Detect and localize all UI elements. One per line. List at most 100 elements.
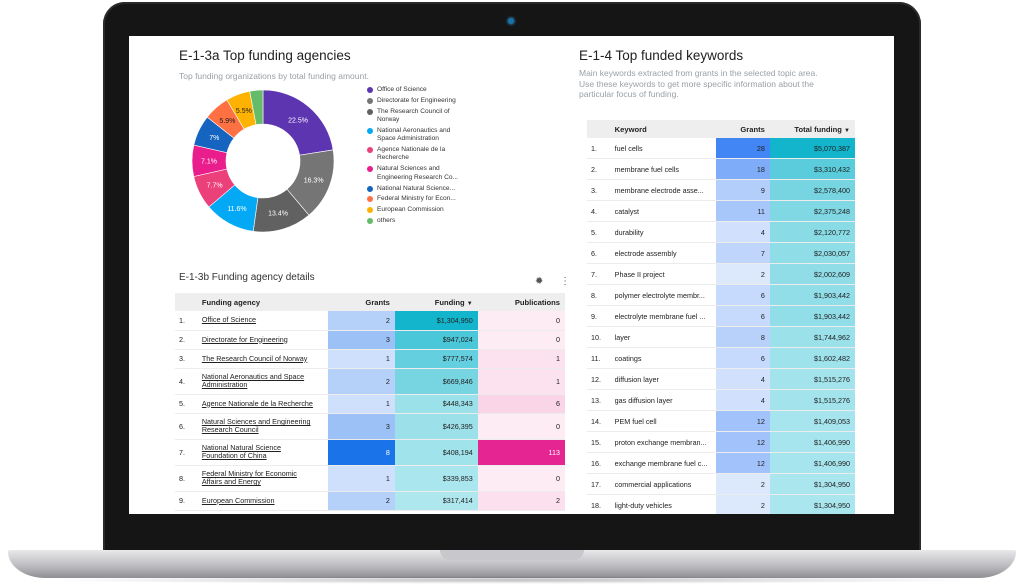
sort-desc-icon: ▼	[844, 127, 850, 134]
legend-item[interactable]: The Research Council of Norway	[367, 108, 477, 125]
agency-grants-cell: 3	[327, 413, 395, 440]
keyword-header-funding-label: Total funding	[794, 124, 842, 134]
legend-swatch	[367, 87, 373, 93]
keyword-grants-cell: 2	[716, 263, 770, 285]
keyword-funding-cell: $1,304,950	[769, 473, 855, 495]
keyword-row[interactable]: 11. coatings 6 $1,602,482	[587, 347, 855, 369]
agency-row[interactable]: 8. Federal Ministry for Economic Affairs a…	[175, 465, 565, 492]
keyword-row[interactable]: 8. polymer electrolyte membr... 6 $1,903,44…	[587, 284, 855, 306]
pie-slice-label: 16.3%	[304, 177, 324, 184]
keyword-row[interactable]: 9. electrolyte membrane fuel ... 6 $1,903,4…	[587, 305, 855, 327]
legend-item[interactable]: Directorate for Engineering	[367, 97, 477, 105]
pie-slice-label: 7.7%	[207, 183, 223, 190]
agency-funding-cell: $947,024	[394, 330, 478, 350]
pie-slice-label: 5.5%	[236, 108, 252, 115]
keyword-cell: coatings	[613, 347, 717, 369]
agency-header-name[interactable]: Funding agency	[200, 293, 328, 311]
agency-row[interactable]: 3. The Research Council of Norway 1 $777,57…	[175, 349, 565, 369]
agency-name-link[interactable]: European Commission	[200, 491, 328, 511]
agency-row[interactable]: 9. European Commission 2 $317,414 2	[175, 491, 565, 511]
agency-name-link[interactable]: Natural Sciences and Engineering Research…	[200, 413, 328, 440]
agency-name-link[interactable]: National Aeronautics and Space Administra…	[200, 368, 328, 395]
filter-off-icon[interactable]: ✹	[535, 276, 544, 287]
agency-name-link[interactable]: Federal Ministry for Economic Affairs and…	[200, 465, 328, 492]
keyword-row[interactable]: 12. diffusion layer 4 $1,515,276	[587, 368, 855, 390]
agency-name-link[interactable]: Office of Science	[200, 311, 328, 331]
keyword-cell: durability	[613, 221, 717, 243]
agency-row[interactable]: 2. Directorate for Engineering 3 $947,024 0	[175, 330, 565, 350]
keyword-row[interactable]: 13. gas diffusion layer 4 $1,515,276	[587, 389, 855, 411]
agency-name-link[interactable]: Directorate for Engineering	[200, 330, 328, 350]
keyword-grants-cell: 28	[716, 138, 770, 159]
keyword-row[interactable]: 17. commercial applications 2 $1,304,950	[587, 473, 855, 495]
legend-item[interactable]: Natural Sciences and Engineering Research…	[367, 165, 477, 182]
legend-item[interactable]: National Aeronautics and Space Administra…	[367, 127, 477, 144]
agency-funding-cell: $1,304,950	[394, 311, 478, 331]
legend-item[interactable]: Federal Ministry for Econ...	[367, 195, 477, 203]
keyword-cell: polymer electrolyte membr...	[613, 284, 717, 306]
keyword-cell: light-duty vehicles	[613, 494, 717, 514]
keyword-grants-cell: 2	[716, 494, 770, 514]
keyword-row[interactable]: 2. membrane fuel cells 18 $3,310,432	[587, 158, 855, 180]
agency-publications-cell: 2	[477, 491, 565, 511]
agency-publications-cell: 1	[477, 368, 565, 395]
keyword-cell: proton exchange membran...	[613, 431, 717, 453]
legend-item[interactable]: others	[367, 217, 477, 225]
keyword-row[interactable]: 6. electrode assembly 7 $2,030,057	[587, 242, 855, 264]
keyword-row-index: 17.	[587, 473, 614, 495]
keyword-row-index: 1.	[587, 138, 614, 159]
keyword-funding-cell: $1,515,276	[769, 389, 855, 411]
keyword-table-subtitle: Main keywords extracted from grants in t…	[579, 68, 818, 100]
agency-header-funding[interactable]: Funding ▼	[394, 293, 478, 311]
agency-row[interactable]: 1. Office of Science 2 $1,304,950 0	[175, 311, 565, 331]
keyword-funding-cell: $1,602,482	[769, 347, 855, 369]
keyword-row[interactable]: 4. catalyst 11 $2,375,248	[587, 200, 855, 222]
keyword-row[interactable]: 3. membrane electrode asse... 9 $2,578,400	[587, 179, 855, 201]
legend-label: National Aeronautics and Space Administra…	[377, 126, 451, 143]
agency-row-index: 4.	[175, 368, 201, 395]
agency-row[interactable]: 4. National Aeronautics and Space Administ…	[175, 368, 565, 395]
agency-row-index: 7.	[175, 439, 201, 466]
agency-name-link[interactable]: National Natural Science Foundation of Ch…	[200, 439, 328, 466]
agency-row[interactable]: 5. Agence Nationale de la Recherche 1 $448,…	[175, 394, 565, 414]
legend-swatch	[367, 185, 373, 192]
agency-header-publications[interactable]: Publications	[477, 293, 565, 311]
agency-row[interactable]: 6. Natural Sciences and Engineering Resear…	[175, 413, 565, 440]
legend-item[interactable]: Agence Nationale de la Recherche	[367, 146, 477, 163]
agency-row-index: 5.	[175, 394, 201, 414]
keyword-row[interactable]: 16. exchange membrane fuel c... 12 $1,406,9…	[587, 452, 855, 474]
keyword-cell: fuel cells	[613, 138, 717, 159]
keyword-cell: diffusion layer	[613, 368, 717, 390]
legend-swatch	[367, 196, 373, 203]
keyword-cell: membrane electrode asse...	[613, 179, 717, 201]
legend-item[interactable]: European Commission	[367, 206, 477, 214]
keyword-header-funding[interactable]: Total funding ▼	[769, 120, 855, 138]
keyword-funding-cell: $2,030,057	[769, 242, 855, 264]
keyword-header-keyword[interactable]: Keyword	[613, 120, 717, 138]
keyword-row[interactable]: 1. fuel cells 28 $5,070,387	[587, 138, 855, 159]
keyword-grants-cell: 12	[716, 452, 770, 474]
legend-item[interactable]: National Natural Science...	[367, 185, 477, 193]
pie-slice[interactable]	[249, 89, 264, 126]
keyword-cell: electrolyte membrane fuel ...	[613, 305, 717, 327]
keyword-row[interactable]: 14. PEM fuel cell 12 $1,409,053	[587, 410, 855, 432]
keyword-header-grants[interactable]: Grants	[716, 120, 770, 138]
more-vert-icon[interactable]: ⋮	[560, 276, 571, 287]
agency-publications-cell: 113	[477, 439, 565, 466]
keyword-row[interactable]: 15. proton exchange membran... 12 $1,406,99…	[587, 431, 855, 453]
pie-slice-label: 7.1%	[201, 158, 217, 165]
agency-row[interactable]: 7. National Natural Science Foundation of …	[175, 439, 565, 466]
laptop-base-notch	[440, 550, 584, 560]
agency-header-grants[interactable]: Grants	[327, 293, 395, 311]
agency-name-link[interactable]: Agence Nationale de la Recherche	[200, 394, 328, 414]
agency-grants-cell: 3	[327, 330, 395, 350]
keyword-row[interactable]: 18. light-duty vehicles 2 $1,304,950	[587, 494, 855, 514]
keyword-row[interactable]: 10. layer 8 $1,744,962	[587, 326, 855, 348]
agency-name-link[interactable]: The Research Council of Norway	[200, 349, 328, 369]
keyword-row[interactable]: 5. durability 4 $2,120,772	[587, 221, 855, 243]
keyword-row[interactable]: 7. Phase II project 2 $2,002,609	[587, 263, 855, 285]
keyword-funding-cell: $3,310,432	[769, 158, 855, 180]
donut-chart[interactable]: 22.5% 16.3% 13.4% 11.6% 7.7% 7.1% 7% 5.9%5.5%	[191, 84, 335, 238]
legend-item[interactable]: Office of Science	[367, 86, 477, 94]
agency-publications-cell: 0	[477, 413, 565, 440]
